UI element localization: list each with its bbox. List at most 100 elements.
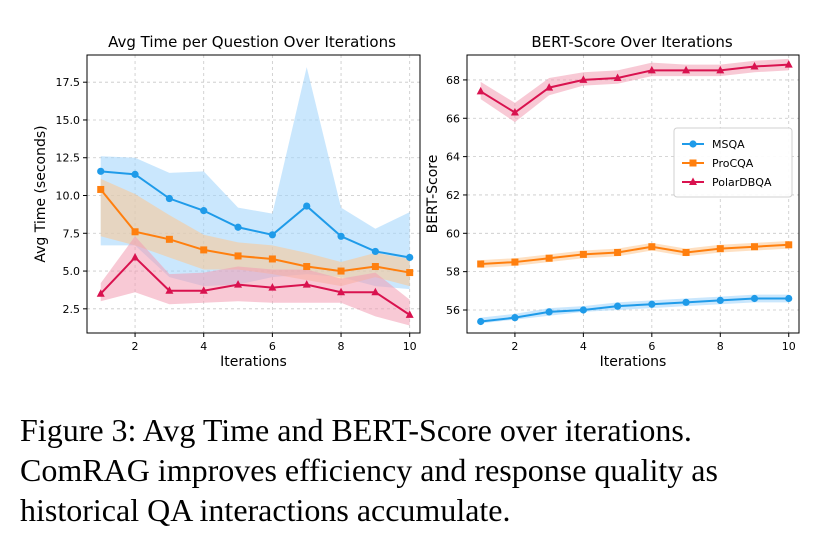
msqa-point: [303, 202, 311, 210]
msqa-point: [406, 253, 414, 262]
msqa-point: [682, 298, 690, 306]
procqa-point: [751, 243, 759, 251]
polardbqa-confidence-band: [480, 58, 789, 123]
polardbqa-legend-marker: [689, 177, 697, 185]
avg-time-chart: 2 4 6 8 10 2.5 5.0 7.5 10.0 12.5 15.0 17.5 Avg Time …: [33, 33, 421, 370]
x-tick-label: 2: [511, 340, 518, 353]
procqa-point: [785, 241, 793, 249]
y-tick-label: 56: [446, 304, 460, 317]
legend-box: [673, 127, 793, 198]
msqa-point: [165, 194, 173, 203]
procqa-point: [337, 267, 345, 275]
polardbqa-point: [579, 75, 588, 83]
x-tick-label: 8: [717, 340, 724, 353]
polardbqa-point: [371, 287, 380, 296]
procqa-point: [648, 243, 656, 251]
msqa-point: [131, 170, 139, 178]
polardbqa-point: [750, 62, 759, 70]
y-tick-label: 15.0: [56, 114, 81, 127]
chart-title: Avg Time per Question Over Iterations: [108, 33, 396, 51]
polardbqa-point: [682, 65, 691, 74]
polardbqa-point: [96, 289, 105, 297]
procqa-confidence-band: [480, 240, 789, 268]
procqa-confidence-band: [100, 178, 410, 287]
y-tick-label: 64: [446, 151, 460, 164]
polardbqa-point: [302, 280, 311, 288]
procqa-point: [165, 235, 173, 243]
msqa-point: [200, 207, 208, 215]
msqa-series-line: [100, 170, 410, 259]
x-tick-label: 8: [338, 340, 345, 353]
legend: MSQA ProCQA PolarDBQA: [673, 127, 793, 198]
procqa-point: [131, 228, 139, 236]
procqa-point: [579, 250, 587, 258]
polardbqa-point: [131, 252, 140, 261]
caption-line-2: ComRAG improves efficiency and response …: [20, 452, 718, 488]
procqa-series-line: [480, 243, 789, 265]
procqa-point: [511, 258, 519, 266]
caption-line-1: Figure 3: Avg Time and BERT-Score over i…: [20, 412, 692, 448]
y-tick-label: 2.5: [63, 303, 81, 316]
msqa-point: [785, 294, 793, 303]
msqa-series-line: [480, 297, 789, 323]
plot-frame: [86, 54, 421, 334]
polardbqa-point: [199, 286, 208, 294]
y-tick-label: 17.5: [56, 76, 81, 89]
polardbqa-point: [510, 108, 519, 116]
x-tick-label: 4: [580, 340, 587, 353]
procqa-legend-label: ProCQA: [712, 157, 754, 170]
procqa-series-line: [99, 188, 410, 274]
polardbqa-point: [784, 60, 793, 68]
procqa-point: [371, 263, 379, 271]
y-tick-label: 60: [446, 227, 460, 240]
msqa-point: [371, 247, 379, 256]
procqa-point: [97, 185, 105, 193]
y-tick-label: 7.5: [63, 227, 81, 240]
y-axis-label: BERT-Score: [425, 155, 441, 234]
y-tick-label: 66: [446, 112, 460, 125]
x-axis-label: Iterations: [220, 354, 287, 370]
procqa-point: [268, 255, 276, 263]
procqa-point: [200, 246, 208, 254]
procqa-point: [716, 245, 724, 253]
msqa-point: [648, 300, 656, 308]
chart-title: BERT-Score Over Iterations: [531, 33, 733, 51]
msqa-point: [716, 296, 724, 305]
msqa-point: [511, 314, 519, 322]
polardbqa-legend-label: PolarDBQA: [712, 176, 772, 189]
polardbqa-point: [405, 310, 414, 318]
x-tick-label: 10: [782, 340, 796, 353]
y-tick-label: 12.5: [56, 152, 81, 165]
polardbqa-confidence-band: [100, 236, 410, 326]
y-tick-label: 58: [446, 266, 460, 279]
x-axis-label: Iterations: [600, 354, 667, 370]
polardbqa-point: [268, 283, 277, 291]
polardbqa-point: [545, 83, 554, 91]
x-tick-label: 10: [403, 340, 417, 353]
y-tick-label: 5.0: [63, 265, 81, 278]
msqa-point: [268, 231, 276, 239]
procqa-point: [614, 248, 622, 256]
polardbqa-series-line: [480, 63, 789, 114]
y-axis-label: Avg Time (seconds): [33, 125, 49, 262]
caption-line-3: historical QA interactions accumulate.: [20, 492, 511, 528]
plot-frame: [466, 54, 800, 334]
procqa-point: [545, 254, 553, 262]
procqa-point: [406, 269, 414, 277]
polardbqa-point: [476, 86, 485, 95]
msqa-point: [337, 232, 345, 240]
msqa-legend-marker: [689, 140, 697, 148]
procqa-point: [234, 252, 242, 260]
msqa-point: [579, 306, 587, 314]
polardbqa-point: [337, 287, 346, 296]
polardbqa-point: [613, 73, 622, 82]
procqa-point: [303, 263, 311, 271]
y-tick-label: 62: [446, 189, 460, 202]
procqa-legend-marker: [689, 159, 697, 167]
x-tick-label: 6: [648, 340, 655, 353]
msqa-point: [750, 294, 759, 303]
msqa-point: [234, 223, 242, 231]
msqa-legend-label: MSQA: [712, 138, 745, 151]
